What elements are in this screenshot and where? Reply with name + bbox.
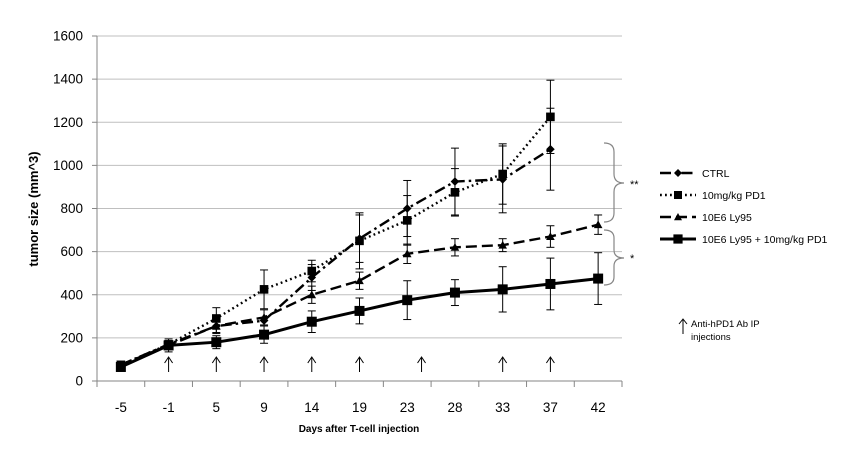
injection-legend: Anti-hPD1 Ab IP injections	[678, 318, 762, 343]
significance-upper-label: **	[630, 179, 639, 191]
injection-arrow-icon	[545, 356, 555, 372]
y-tick-label: 1400	[53, 72, 83, 87]
y-tick-label: 1200	[53, 115, 83, 130]
injection-arrow-icon	[498, 356, 508, 372]
series-line	[120, 148, 552, 366]
data-point-marker	[498, 240, 507, 249]
data-point-marker	[115, 361, 126, 372]
legend-item: 10E6 Ly95	[660, 212, 752, 224]
data-point-marker	[354, 305, 365, 316]
legend-item: CTRL	[660, 168, 730, 180]
y-tick-label: 1600	[53, 29, 83, 44]
data-point-marker	[545, 278, 556, 289]
bracket-upper	[603, 142, 625, 223]
x-tick-label: 37	[543, 400, 558, 415]
data-point-marker	[674, 191, 682, 199]
legend: CTRL 10mg/kg PD1 10E6 Ly95 10E6 Ly95 + 10mg…	[660, 168, 828, 246]
injection-legend-arrow-icon	[678, 318, 688, 334]
data-point-marker	[212, 321, 221, 330]
series-3	[116, 214, 603, 369]
data-point-marker	[673, 234, 683, 244]
data-point-marker	[546, 112, 555, 122]
x-axis-label: Days after T-cell injection	[299, 424, 420, 435]
x-tick-label: -1	[163, 400, 175, 415]
series-2	[116, 79, 555, 370]
legend-label: 10mg/kg PD1	[702, 190, 766, 202]
x-tick-label: 19	[352, 400, 367, 415]
y-tick-label: 200	[60, 330, 83, 345]
y-axis-label: tumor size (mm^3)	[26, 151, 41, 266]
data-point-marker	[497, 284, 508, 295]
data-point-marker	[402, 249, 412, 258]
injection-arrow-icon	[164, 356, 174, 372]
legend-label: 10E6 Ly95 + 10mg/kg PD1	[702, 234, 828, 246]
data-point-marker	[259, 285, 269, 294]
legend-item: 10mg/kg PD1	[660, 190, 766, 202]
data-point-marker	[307, 266, 317, 276]
data-point-marker	[450, 188, 460, 197]
significance-brackets: ** *	[603, 142, 639, 286]
legend-item: 10E6 Ly95 + 10mg/kg PD1	[660, 234, 828, 246]
series-line	[120, 223, 599, 366]
injection-arrows	[164, 356, 555, 372]
series-layer	[115, 79, 604, 372]
y-tick-label: 400	[60, 287, 83, 302]
x-tick-label: 5	[213, 400, 221, 415]
data-point-marker	[593, 273, 604, 284]
legend-label: CTRL	[702, 168, 730, 180]
data-point-marker	[259, 313, 269, 321]
data-point-marker	[450, 243, 460, 251]
x-tick-label: 33	[495, 400, 510, 415]
data-point-marker	[306, 316, 317, 327]
data-point-marker	[498, 169, 507, 179]
x-tick-label: 28	[447, 400, 462, 415]
data-point-marker	[546, 232, 555, 240]
series-4	[115, 252, 604, 372]
x-tick-label: 23	[400, 400, 415, 415]
y-tick-label: 0	[75, 374, 83, 389]
series-1	[116, 107, 555, 370]
data-point-marker	[355, 276, 364, 285]
x-tick-label: -5	[115, 400, 127, 415]
injection-arrow-icon	[211, 356, 221, 372]
x-tick-label: 14	[304, 400, 320, 415]
data-point-marker	[163, 340, 174, 351]
injection-arrow-icon	[355, 356, 364, 372]
significance-lower-label: *	[630, 253, 635, 265]
injection-arrow-icon	[307, 356, 317, 372]
series-line	[120, 116, 552, 366]
legend-label: 10E6 Ly95	[702, 212, 752, 224]
axis-layer: 0 200 400 600 800 1000 1200 1400 1600 -5 -1 5 9 14 19 2…	[53, 29, 623, 415]
grid-layer	[97, 35, 622, 339]
data-point-marker	[259, 329, 270, 340]
data-point-marker	[402, 295, 413, 306]
x-tick-label: 42	[591, 400, 606, 415]
injection-legend-label: Anti-hPD1 Ab IP injections	[691, 319, 762, 343]
data-point-marker	[211, 337, 222, 348]
injection-arrow-icon	[259, 356, 269, 372]
y-tick-label: 800	[60, 201, 83, 216]
injection-arrow-icon	[417, 356, 426, 372]
y-tick-label: 600	[60, 244, 83, 259]
data-point-marker	[593, 220, 603, 229]
bracket-lower	[603, 229, 625, 286]
data-point-marker	[355, 236, 364, 246]
y-tick-label: 1000	[53, 158, 83, 173]
data-point-marker	[449, 287, 460, 298]
data-point-marker	[674, 169, 682, 177]
data-point-marker	[402, 216, 412, 225]
x-tick-label: 9	[260, 400, 268, 415]
data-point-marker	[307, 290, 317, 299]
data-point-marker	[674, 213, 682, 221]
